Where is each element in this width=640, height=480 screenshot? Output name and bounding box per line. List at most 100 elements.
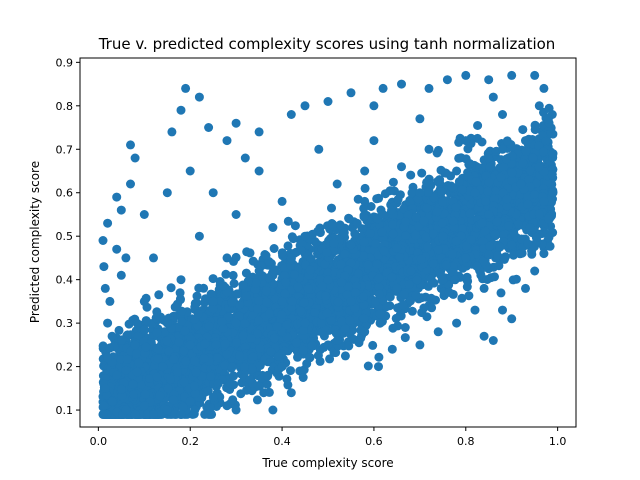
scatter-point bbox=[404, 279, 414, 289]
scatter-point bbox=[429, 278, 439, 288]
scatter-point bbox=[283, 241, 293, 251]
scatter-point bbox=[339, 228, 349, 238]
scatter-point bbox=[269, 244, 279, 253]
scatter-point bbox=[155, 391, 165, 401]
scatter-point bbox=[287, 296, 297, 306]
scatter-point bbox=[297, 239, 307, 249]
scatter-point bbox=[518, 125, 528, 135]
scatter-point bbox=[228, 395, 238, 405]
scatter-point bbox=[327, 203, 336, 213]
scatter-point bbox=[193, 309, 203, 319]
scatter-point bbox=[429, 193, 439, 203]
scatter-point bbox=[375, 309, 385, 319]
scatter-point bbox=[242, 247, 252, 257]
scatter-point bbox=[221, 269, 231, 279]
scatter-point bbox=[247, 364, 257, 374]
scatter-point bbox=[465, 209, 475, 219]
scatter-point bbox=[372, 194, 382, 204]
scatter-point bbox=[316, 318, 326, 328]
scatter-point bbox=[437, 187, 447, 197]
scatter-point bbox=[501, 154, 511, 164]
scatter-point bbox=[496, 288, 506, 298]
scatter-point bbox=[191, 367, 201, 377]
scatter-point bbox=[293, 352, 302, 362]
scatter-point bbox=[407, 188, 417, 198]
scatter-point bbox=[457, 293, 467, 303]
scatter-point bbox=[325, 354, 335, 364]
scatter-point bbox=[359, 251, 368, 261]
scatter-point bbox=[478, 256, 488, 266]
scatter-point bbox=[194, 283, 204, 293]
scatter-point bbox=[277, 248, 287, 258]
scatter-point bbox=[261, 251, 271, 260]
scatter-point bbox=[227, 297, 237, 307]
scatter-point bbox=[399, 204, 409, 214]
scatter-point bbox=[336, 259, 346, 269]
scatter-point bbox=[208, 392, 218, 402]
scatter-point bbox=[490, 186, 500, 196]
scatter-point bbox=[208, 274, 218, 284]
scatter-point bbox=[169, 395, 179, 405]
scatter-point bbox=[290, 221, 300, 231]
scatter-point bbox=[229, 279, 239, 288]
scatter-point bbox=[190, 388, 200, 398]
scatter-point bbox=[400, 333, 410, 343]
scatter-point bbox=[481, 196, 490, 206]
scatter-point bbox=[379, 240, 389, 250]
scatter-point bbox=[234, 311, 244, 321]
scatter-point bbox=[352, 218, 362, 228]
scatter-point bbox=[283, 216, 293, 226]
scatter-point bbox=[313, 351, 323, 360]
scatter-point bbox=[203, 386, 213, 396]
scatter-point bbox=[388, 323, 398, 333]
scatter-point bbox=[124, 319, 134, 329]
scatter-point bbox=[423, 242, 433, 252]
scatter-point bbox=[152, 307, 162, 317]
scatter-point bbox=[449, 268, 458, 278]
scatter-point bbox=[486, 273, 496, 283]
scatter-point bbox=[140, 325, 150, 335]
scatter-point bbox=[516, 234, 526, 244]
scatter-point bbox=[152, 372, 162, 382]
scatter-point bbox=[231, 252, 241, 262]
scatter-point bbox=[388, 229, 398, 239]
scatter-point bbox=[466, 235, 476, 245]
scatter-point bbox=[542, 177, 552, 187]
scatter-point bbox=[226, 379, 236, 389]
scatter-point bbox=[333, 297, 343, 307]
scatter-point bbox=[523, 239, 533, 249]
scatter-point bbox=[154, 290, 164, 300]
scatter-point bbox=[328, 219, 338, 229]
scatter-point bbox=[340, 324, 350, 334]
scatter-point bbox=[99, 401, 109, 410]
scatter-point bbox=[502, 136, 512, 146]
scatter-point bbox=[417, 168, 427, 178]
chart-title: True v. predicted complexity scores usin… bbox=[98, 35, 556, 53]
scatter-point bbox=[222, 349, 232, 359]
scatter-point bbox=[282, 320, 292, 330]
scatter-point bbox=[270, 294, 280, 304]
data-points bbox=[98, 70, 558, 419]
scatter-point bbox=[262, 379, 272, 389]
scatter-point bbox=[298, 373, 308, 382]
scatter-point bbox=[412, 275, 422, 285]
scatter-point bbox=[114, 325, 124, 335]
scatter-point bbox=[374, 352, 384, 362]
scatter-point bbox=[423, 188, 433, 197]
scatter-point bbox=[407, 306, 417, 316]
scatter-point bbox=[208, 304, 218, 314]
scatter-point bbox=[236, 389, 246, 399]
scatter-point bbox=[400, 323, 410, 332]
scatter-point bbox=[427, 303, 437, 313]
scatter-point bbox=[508, 275, 518, 285]
scatter-point bbox=[457, 224, 467, 233]
scatter-point bbox=[250, 285, 260, 295]
scatter-point bbox=[252, 395, 262, 405]
scatter-point bbox=[162, 336, 172, 346]
scatter-point bbox=[235, 300, 244, 310]
scatter-point bbox=[128, 379, 138, 389]
scatter-point bbox=[308, 229, 317, 239]
scatter-point bbox=[343, 282, 353, 292]
scatter-point bbox=[513, 219, 523, 229]
scatter-point bbox=[164, 346, 174, 356]
